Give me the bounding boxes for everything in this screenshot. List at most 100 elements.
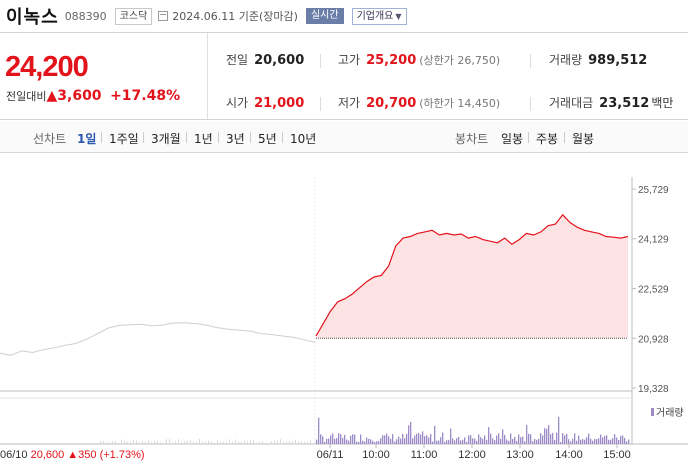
volume-bar [432,441,434,444]
prev-close: 전일 20,600 [226,51,304,68]
y-tick-label: 22,529 [638,284,669,295]
volume-bar [424,436,426,444]
prev-day-summary: 06/10 20,600 ▲350 (+1.73%) [0,449,145,461]
price-change: 전일대비▲3,600 +17.48% [6,88,180,104]
period-1y[interactable]: 1년 [194,132,213,146]
volume-bar [540,433,542,444]
volume-bar [548,425,550,444]
candle-monthly[interactable]: 월봉 [572,132,595,146]
divider [207,33,208,119]
period-1d[interactable]: 1일 [77,132,97,146]
volume-bar [610,439,612,444]
volume-bar [518,434,520,444]
change-value: 3,600 [57,88,102,104]
volume-bar [133,439,134,444]
volume-bar [626,441,628,444]
volume-bar [289,441,290,444]
amount-unit: 백만 [651,96,674,110]
volume-bar [536,439,538,444]
volume-bar [512,438,514,444]
volume-bar [103,440,104,444]
stock-header: 이녹스 088390 코스닥 2024.06.11 기준(장마감) 실시간 기업… [0,0,688,32]
volume-bar [307,442,308,444]
divider [250,132,251,143]
volume-bar [178,439,179,444]
volume-bar [458,436,460,444]
volume-bar [320,434,322,444]
volume-bar [301,441,302,444]
trade-amount: 거래대금 23,512 백만 [549,94,673,111]
current-price: 24,200 [5,51,89,83]
line-chart-label: 선차트 [33,132,67,146]
volume-bar [600,434,602,444]
volume-bar [187,440,188,444]
volume-bar [384,435,386,444]
volume-bar [142,441,143,444]
period-3m[interactable]: 3개월 [151,132,181,146]
period-5y[interactable]: 5년 [258,132,277,146]
volume-bar [574,433,576,444]
volume-bar [430,434,432,444]
high-label: 고가 [338,53,361,67]
candle-daily[interactable]: 일봉 [501,132,524,146]
volume-bar [124,440,125,444]
volume-bar [304,441,305,444]
company-overview-button[interactable]: 기업개요 ▼ [351,7,407,25]
y-tick-label: 24,129 [638,235,669,246]
volume-bar [412,438,414,444]
volume-bar [468,435,470,444]
volume-bar [175,441,176,444]
volume-bar [326,438,328,444]
period-3y[interactable]: 3년 [226,132,245,146]
volume-bar [466,441,468,444]
high-price: 고가 25,200 (상한가 26,750) [338,51,500,68]
volume-bar [554,439,556,444]
y-tick-label: 19,328 [638,384,669,395]
volume-bar [374,441,376,444]
x-tick-label: 13:00 [506,449,534,461]
volume-bar [342,437,344,444]
volume-bar [154,440,155,444]
volume-bar [244,440,245,444]
divider [282,132,283,143]
candle-weekly[interactable]: 주봉 [536,132,559,146]
volume-bar [241,442,242,444]
volume-bar [220,441,221,444]
volume-bar [169,439,170,444]
volume-bar [510,433,512,444]
change-rate: +17.48% [110,88,181,104]
volume-bar [490,433,492,444]
volume-bar [484,435,486,444]
volume-bar [556,432,558,444]
volume-bar [440,437,442,444]
volume-bar [452,438,454,444]
volume-bar [586,437,588,444]
volume-bar [265,442,266,444]
today-area [316,214,628,339]
open-value: 21,000 [254,96,305,111]
period-10y[interactable]: 10년 [290,132,317,146]
x-tick-label: 10:00 [362,449,390,461]
low-value: 20,700 [366,96,417,111]
amount-value: 23,512 [599,96,650,111]
realtime-button[interactable]: 실시간 [305,8,344,24]
volume-bar [506,439,508,444]
volume-bar [145,442,146,444]
period-1w[interactable]: 1주일 [109,132,139,146]
volume-bar [474,438,476,444]
price-chart[interactable]: 25,729 24,129 22,529 20,928 19,328 06/11 10:00… [0,153,688,464]
volume-bar [340,434,342,444]
volume-bar [193,441,194,444]
volume-bar [594,439,596,444]
volume-bar [350,435,352,444]
volume-bar [504,434,506,444]
volume-bar [259,442,260,444]
volume-bar [584,439,586,444]
volume-bar [115,440,116,444]
chevron-down-icon: ▼ [395,11,402,21]
volume-bar [208,440,209,444]
volume-bar [223,441,224,444]
volume-bar [283,441,284,444]
stock-name: 이녹스 [6,7,59,28]
low-price: 저가 20,700 (하한가 14,450) [338,94,500,111]
